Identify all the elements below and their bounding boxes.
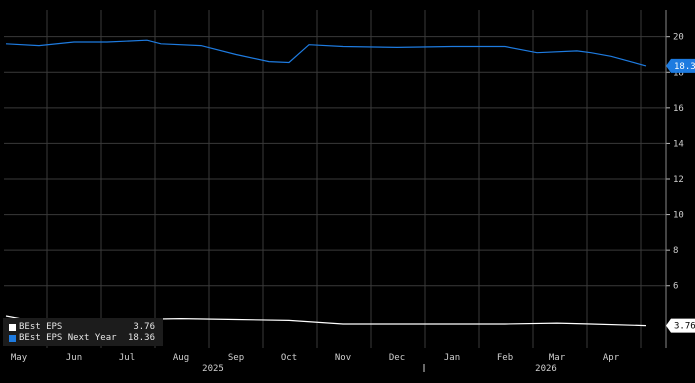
- x-year-label: 2026: [535, 364, 557, 374]
- x-tick-label: Apr: [603, 353, 620, 363]
- y-tick-label: 6: [673, 282, 678, 292]
- x-tick-label: Sep: [228, 353, 244, 363]
- x-year-label: 2025: [202, 364, 224, 374]
- x-tick-label: Oct: [281, 353, 297, 363]
- legend-label: BEst EPS Next Year: [19, 333, 117, 343]
- y-tick-label: 10: [673, 211, 684, 221]
- x-tick-label: Jun: [66, 353, 82, 363]
- legend-label: BEst EPS: [19, 322, 63, 332]
- x-tick-label: Feb: [497, 353, 513, 363]
- x-tick-label: Jan: [444, 353, 460, 363]
- x-tick-label: Mar: [549, 353, 566, 363]
- y-tick-label: 18: [673, 68, 684, 78]
- legend-swatch-best-eps-next-year: [9, 335, 16, 342]
- legend-value: 3.76: [133, 322, 155, 332]
- y-tick-label: 8: [673, 246, 678, 256]
- legend-item-best-eps: BEst EPS 3.76: [9, 322, 155, 334]
- x-tick-label: Aug: [173, 353, 189, 363]
- x-tick-label: May: [11, 353, 28, 363]
- legend-item-best-eps-next-year: BEst EPS Next Year 18.36: [9, 333, 155, 345]
- last-value-label: 18.36: [674, 62, 695, 72]
- legend: BEst EPS 3.76 BEst EPS Next Year 18.36: [3, 318, 163, 346]
- last-value-label: 3.76: [674, 322, 695, 332]
- legend-swatch-best-eps: [9, 324, 16, 331]
- legend-value: 18.36: [127, 333, 155, 343]
- x-tick-label: Nov: [335, 353, 351, 363]
- y-tick-label: 20: [673, 33, 684, 43]
- last-value-flag: [666, 58, 695, 73]
- y-tick-label: 12: [673, 175, 684, 185]
- y-tick-label: 14: [673, 139, 684, 149]
- x-tick-label: Jul: [119, 353, 135, 363]
- last-value-flag: [666, 318, 695, 333]
- y-tick-label: 16: [673, 104, 684, 114]
- x-tick-label: Dec: [389, 353, 405, 363]
- series-line-best-eps-next-year: [5, 39, 647, 67]
